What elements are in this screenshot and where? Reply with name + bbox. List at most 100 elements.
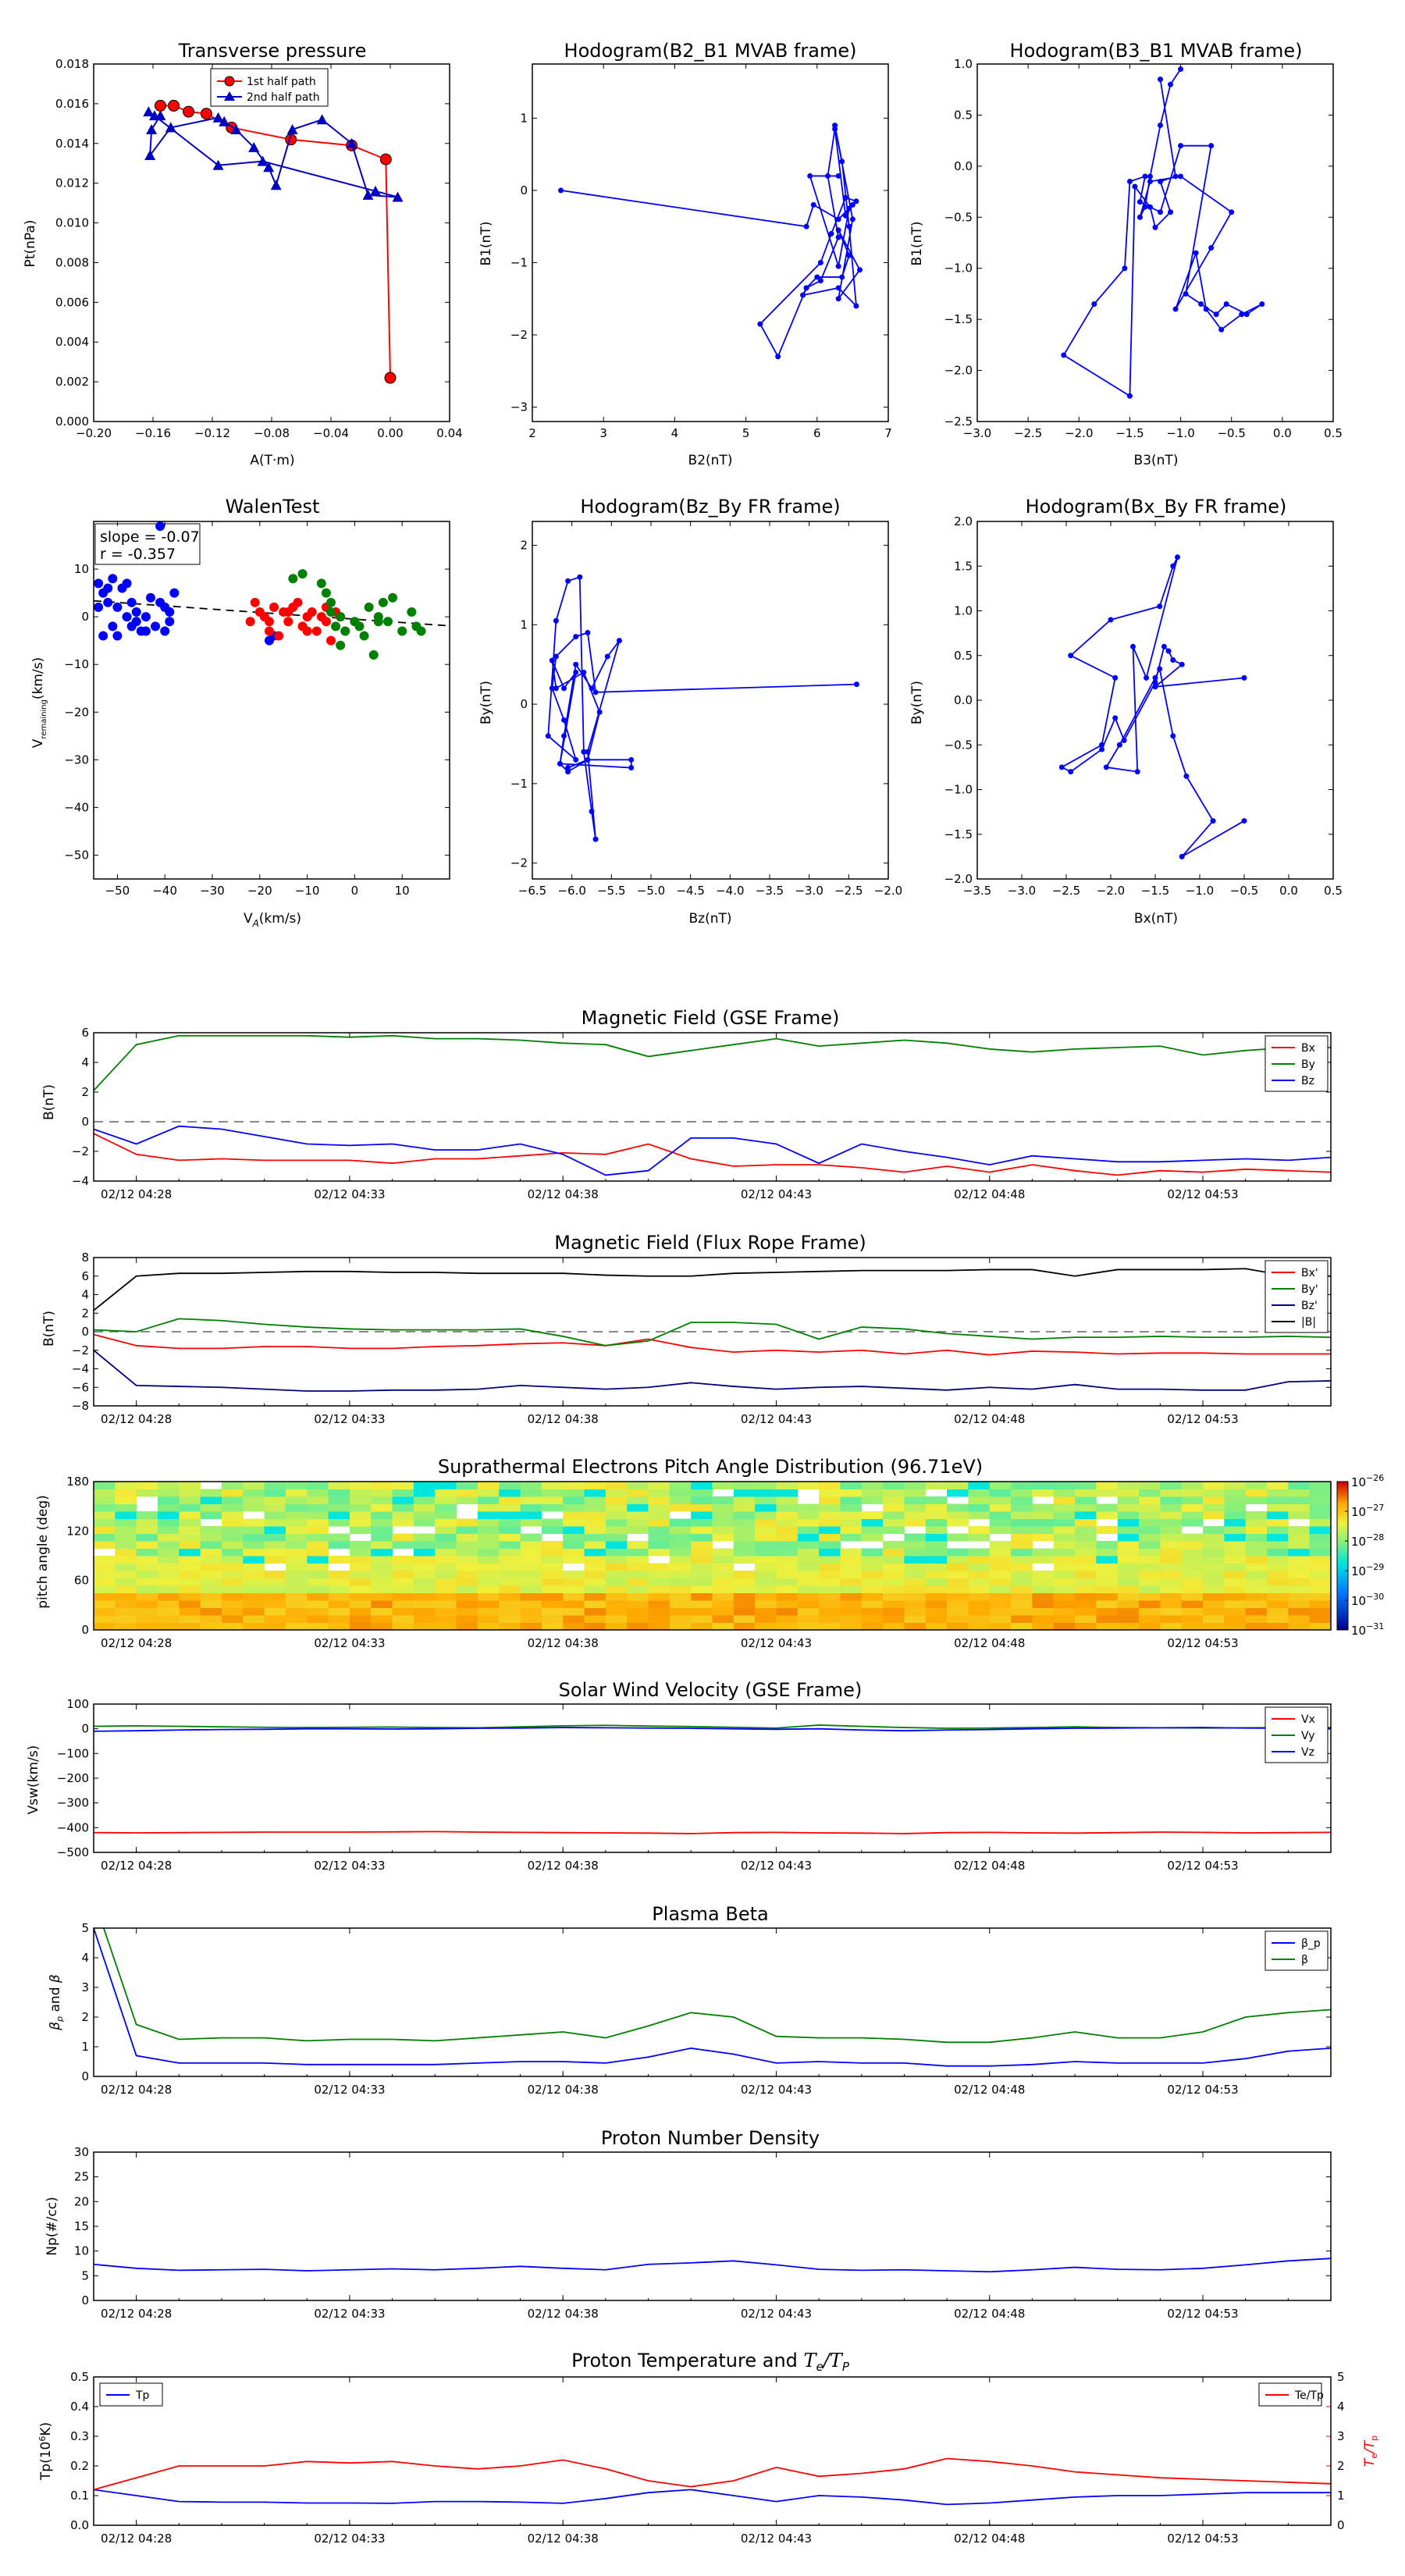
pad-cell [1224,1563,1247,1571]
pad-cell [136,1556,158,1564]
pad-cell [1288,1503,1311,1512]
pad-cell [1075,1607,1097,1616]
hodogram-bx-by-ytick-label: −0.5 [944,738,973,752]
pad-cell [1011,1571,1033,1578]
pad-cell [712,1556,735,1564]
hodogram-bx-by-point [1108,617,1114,623]
pad-cell [648,1571,670,1578]
walen-test-point [302,626,312,636]
hodogram-bx-by-frame [976,521,1334,880]
walen-test-point [112,602,123,612]
hodogram-bx-by-point [1170,563,1176,569]
pad-cell [200,1571,222,1578]
pad-cell [307,1482,329,1489]
pad-cell [1075,1615,1097,1623]
vsw-legend-label: Vx [1301,1713,1315,1726]
hodogram-b2-b1-point [803,285,809,291]
pad-cell [371,1607,393,1616]
pad-cell [94,1533,116,1542]
pad-cell [285,1511,308,1519]
pad-cell [349,1548,372,1557]
mag-fr-series-|B| [94,1268,1331,1311]
pad-cell [200,1563,222,1571]
pad-cell [648,1489,670,1497]
beta-xtick-label: 02/12 04:33 [314,2083,385,2097]
pad-cell [1309,1548,1331,1557]
pad-cell [392,1571,414,1578]
pad-cell [584,1503,606,1512]
pad-cell [328,1518,350,1527]
temperature-y2tick-label: 4 [1337,2400,1345,2414]
pad-cell [1224,1548,1247,1557]
hodogram-bx-by-xtick-label: 0.0 [1279,884,1298,898]
pad-cell [1181,1496,1204,1504]
pad-cell [349,1578,372,1586]
pad-cell [541,1600,564,1608]
hodogram-bx-by-xtick-label: −1.5 [1141,884,1169,898]
hodogram-b3-b1-point [1198,301,1204,308]
legend-marker-1st-half [224,76,235,87]
pad-cell [435,1571,457,1578]
hodogram-b3-b1-xtick-label: −3.0 [963,426,991,440]
mag-fr-series-By' [94,1318,1331,1347]
pad-cell [776,1482,799,1489]
pad-cell [221,1489,244,1497]
pad-cell [243,1600,265,1608]
pad-cell [1203,1622,1225,1630]
pad-cell [904,1548,927,1557]
pad-cell [1096,1556,1119,1564]
pad-cell [691,1533,713,1542]
pad-cell [605,1578,628,1586]
pad-cell [1032,1615,1055,1623]
temperature-y2tick-label: 0 [1337,2518,1345,2532]
pad-cell [861,1533,884,1542]
pad-cell [840,1496,863,1504]
mag-gse-ytick-label: 0 [81,1115,89,1129]
pad-cell [541,1482,564,1489]
temperature-plot [94,2457,1331,2506]
transverse-pressure-point [155,99,166,112]
pad-cell [669,1489,692,1497]
density-ytick-label: 5 [81,2268,89,2282]
transverse-pressure-plot [143,99,404,384]
pad-cell [627,1615,649,1623]
pad-cell [584,1482,606,1489]
transverse-pressure-legend: 1st half path 2nd half path [210,68,329,107]
pad-cell [861,1482,884,1489]
pad-cell [669,1518,692,1527]
hodogram-bz-by-point [585,629,591,635]
pad-cell [712,1622,735,1630]
pad-cell [819,1533,841,1542]
pad-cell [477,1503,500,1512]
hodogram-bz-by-point [573,756,579,763]
hodogram-b2-b1-point [857,267,863,273]
pad-cell [989,1607,1012,1616]
pad-cell [392,1615,414,1623]
pad-cell [392,1600,414,1608]
hodogram-bx-by-point [1152,684,1158,690]
pad-cell [797,1556,820,1564]
pad-cell [925,1511,948,1519]
mag-fr-ytick-label: 0 [81,1325,89,1339]
pad-cell [1053,1482,1076,1489]
hodogram-bz-by-xtick-label: −2.5 [834,884,863,898]
beta-legend-box [1264,1930,1329,1971]
pad-cell [584,1622,606,1630]
pad-cell [968,1607,991,1616]
pad-cell [840,1511,863,1519]
pad-cell [584,1600,606,1608]
pad-cell [1309,1585,1331,1593]
hodogram-bx-by-point [1161,643,1167,649]
pad-cell [1309,1600,1331,1608]
pad-cell [691,1511,713,1519]
pad-cell [968,1556,991,1564]
pad-cell [541,1592,564,1601]
density-series-line [94,2258,1331,2273]
pad-cell [94,1503,116,1512]
pad-cell [712,1578,735,1586]
pad-cell [712,1563,735,1571]
transverse-pressure-point [168,99,180,112]
vsw-ytick-label: −100 [57,1746,89,1760]
hodogram-b2-b1-path [560,125,861,358]
pad-cell [776,1496,799,1504]
